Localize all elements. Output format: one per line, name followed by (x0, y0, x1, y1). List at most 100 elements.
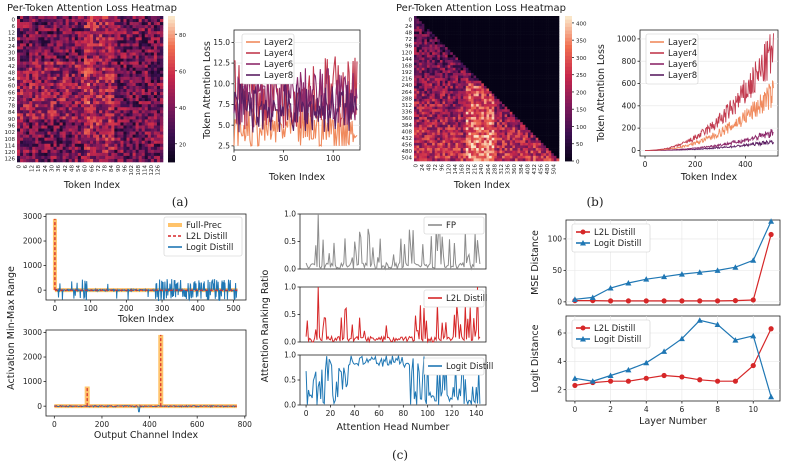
heatmap-cell (117, 95, 121, 99)
heatmap-cell (432, 26, 436, 30)
heatmap-cell (421, 88, 425, 92)
heatmap-cell (156, 140, 161, 145)
heatmap-cell (483, 26, 487, 30)
heatmap-cell (23, 79, 27, 84)
heatmap-cell (147, 95, 152, 99)
heatmap-cell (23, 110, 27, 114)
heatmap-cell (442, 26, 446, 30)
heatmap-cell (525, 96, 529, 100)
heatmap-cell (47, 143, 51, 148)
heatmap-cell (74, 89, 79, 93)
heatmap-cell (556, 124, 560, 128)
heatmap-cell (96, 85, 100, 90)
heatmap-cell (159, 128, 164, 132)
heatmap-cell (419, 57, 423, 61)
heatmap-cell (86, 158, 91, 163)
heatmap-cell (71, 104, 76, 108)
heatmap-cell (546, 129, 549, 133)
heatmap-cell (447, 127, 451, 131)
heatmap-cell (147, 107, 152, 111)
heatmap-cell (522, 49, 526, 53)
heatmap-cell (470, 88, 474, 92)
heatmap-cell (120, 128, 124, 132)
heatmap-cell (434, 111, 438, 115)
heatmap-cell (29, 92, 33, 96)
heatmap-cell (551, 31, 555, 35)
heatmap-cell (414, 83, 417, 87)
heatmap-cell (460, 31, 464, 35)
heatmap-cell (509, 124, 513, 128)
heatmap-cell (455, 23, 459, 27)
heatmap-cell (442, 41, 446, 45)
heatmap-cell (53, 113, 57, 117)
heatmap-cell (432, 70, 436, 74)
colorbar-segment (168, 19, 175, 24)
heatmap-cell (525, 127, 529, 131)
heatmap-cell (502, 93, 505, 97)
heatmap-cell (543, 67, 547, 71)
heatmap-cell (59, 158, 63, 163)
heatmap-cell (126, 128, 130, 132)
heatmap-cell (138, 89, 143, 93)
heatmap-cell (50, 125, 54, 129)
heatmap-cell (424, 39, 428, 43)
heatmap-cell (520, 26, 524, 30)
heatmap-cell (132, 22, 136, 26)
heatmap-cell (553, 127, 557, 131)
heatmap-cell (59, 92, 63, 96)
heatmap-cell (424, 57, 428, 61)
heatmap-cell (17, 110, 21, 114)
heatmap-cell (452, 93, 456, 97)
heatmap-cell (111, 143, 115, 148)
heatmap-cell (450, 132, 454, 136)
heatmap-cell (53, 34, 57, 38)
heatmap-cell (520, 34, 524, 38)
heatmap-cell (47, 137, 51, 142)
heatmap-cell (117, 43, 121, 47)
heatmap-cell (470, 54, 474, 58)
heatmap-cell (153, 55, 158, 59)
heatmap-cell (56, 43, 60, 47)
heatmap-cell (468, 36, 472, 40)
heatmap-cell (494, 72, 498, 76)
heatmap-cell (478, 72, 482, 76)
heatmap-cell (527, 16, 531, 19)
heatmap-cell (53, 122, 57, 126)
heatmap-cell (132, 155, 136, 160)
heatmap-cell (62, 137, 66, 142)
heatmap-cell (463, 57, 467, 61)
heatmap-cell (437, 98, 441, 102)
heatmap-cell (120, 146, 124, 151)
heatmap-cell (483, 111, 487, 115)
heatmap-cell (468, 106, 472, 110)
heatmap-cell (460, 116, 464, 120)
heatmap-cell (489, 75, 492, 79)
heatmap-cell (44, 143, 48, 148)
heatmap-cell (414, 104, 417, 107)
heatmap-cell (429, 52, 433, 56)
heatmap-cell (445, 52, 448, 56)
heatmap-cell (38, 31, 42, 35)
heatmap-cell (132, 79, 136, 84)
heatmap-cell (62, 58, 66, 62)
heatmap-cell (86, 137, 91, 142)
heatmap-cell (86, 55, 91, 59)
heatmap-cell (111, 131, 115, 135)
heatmap-cell (540, 124, 544, 128)
heatmap-cell (450, 127, 454, 131)
heatmap-cell (50, 92, 54, 96)
heatmap-cell (414, 16, 417, 19)
heatmap-cell (99, 73, 103, 78)
heatmap-cell (56, 95, 60, 99)
heatmap-cell (530, 47, 534, 50)
heatmap-cell (83, 76, 88, 81)
heatmap-cell (483, 106, 487, 110)
heatmap-cell (117, 52, 121, 56)
heatmap-cell (546, 39, 549, 43)
heatmap-cell (432, 78, 436, 82)
heatmap-cell (62, 131, 66, 135)
heatmap-cell (522, 106, 526, 110)
heatmap-cell (138, 37, 143, 41)
heatmap-cell (483, 116, 487, 120)
heatmap-cell (105, 152, 109, 157)
